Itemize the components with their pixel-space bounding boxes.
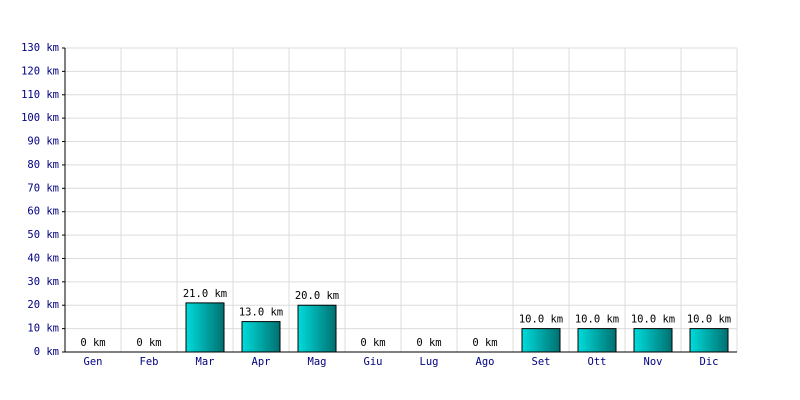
x-tick-label: Ott: [588, 356, 607, 368]
y-tick-label: 50 km: [27, 229, 59, 241]
x-tick-label: Apr: [252, 356, 271, 368]
bar: [185, 302, 225, 353]
y-tick-label: 110 km: [21, 89, 59, 101]
bar: [633, 328, 673, 353]
y-tick-label: 0 km: [34, 346, 59, 358]
value-label: 0 km: [472, 337, 497, 349]
y-tick-label: 130 km: [21, 42, 59, 54]
y-tick-label: 120 km: [21, 65, 59, 77]
bar: [241, 321, 281, 353]
y-tick-label: 90 km: [27, 136, 59, 148]
y-tick-label: 100 km: [21, 112, 59, 124]
y-tick-label: 40 km: [27, 252, 59, 264]
bar: [297, 304, 337, 353]
x-tick-label: Giu: [364, 356, 383, 368]
x-tick-label: Nov: [644, 356, 663, 368]
value-label: 10.0 km: [687, 314, 731, 326]
x-tick-label: Mar: [196, 356, 215, 368]
x-tick-label: Feb: [140, 356, 159, 368]
y-tick-label: 80 km: [27, 159, 59, 171]
x-tick-label: Mag: [308, 356, 327, 368]
x-tick-label: Gen: [84, 356, 103, 368]
x-tick-label: Set: [532, 356, 551, 368]
bar: [689, 328, 729, 353]
value-label: 0 km: [360, 337, 385, 349]
bar: [577, 328, 617, 353]
y-tick-label: 70 km: [27, 182, 59, 194]
bar: [521, 328, 561, 353]
y-tick-label: 60 km: [27, 206, 59, 218]
value-label: 10.0 km: [631, 314, 675, 326]
value-label: 0 km: [136, 337, 161, 349]
value-label: 10.0 km: [575, 314, 619, 326]
value-label: 20.0 km: [295, 290, 339, 302]
x-tick-label: Lug: [420, 356, 439, 368]
y-tick-label: 30 km: [27, 276, 59, 288]
value-label: 10.0 km: [519, 314, 563, 326]
value-label: 0 km: [416, 337, 441, 349]
y-tick-label: 10 km: [27, 323, 59, 335]
value-label: 0 km: [80, 337, 105, 349]
x-tick-label: Dic: [700, 356, 719, 368]
x-tick-label: Ago: [476, 356, 495, 368]
value-label: 13.0 km: [239, 307, 283, 319]
value-label: 21.0 km: [183, 288, 227, 300]
y-tick-label: 20 km: [27, 299, 59, 311]
